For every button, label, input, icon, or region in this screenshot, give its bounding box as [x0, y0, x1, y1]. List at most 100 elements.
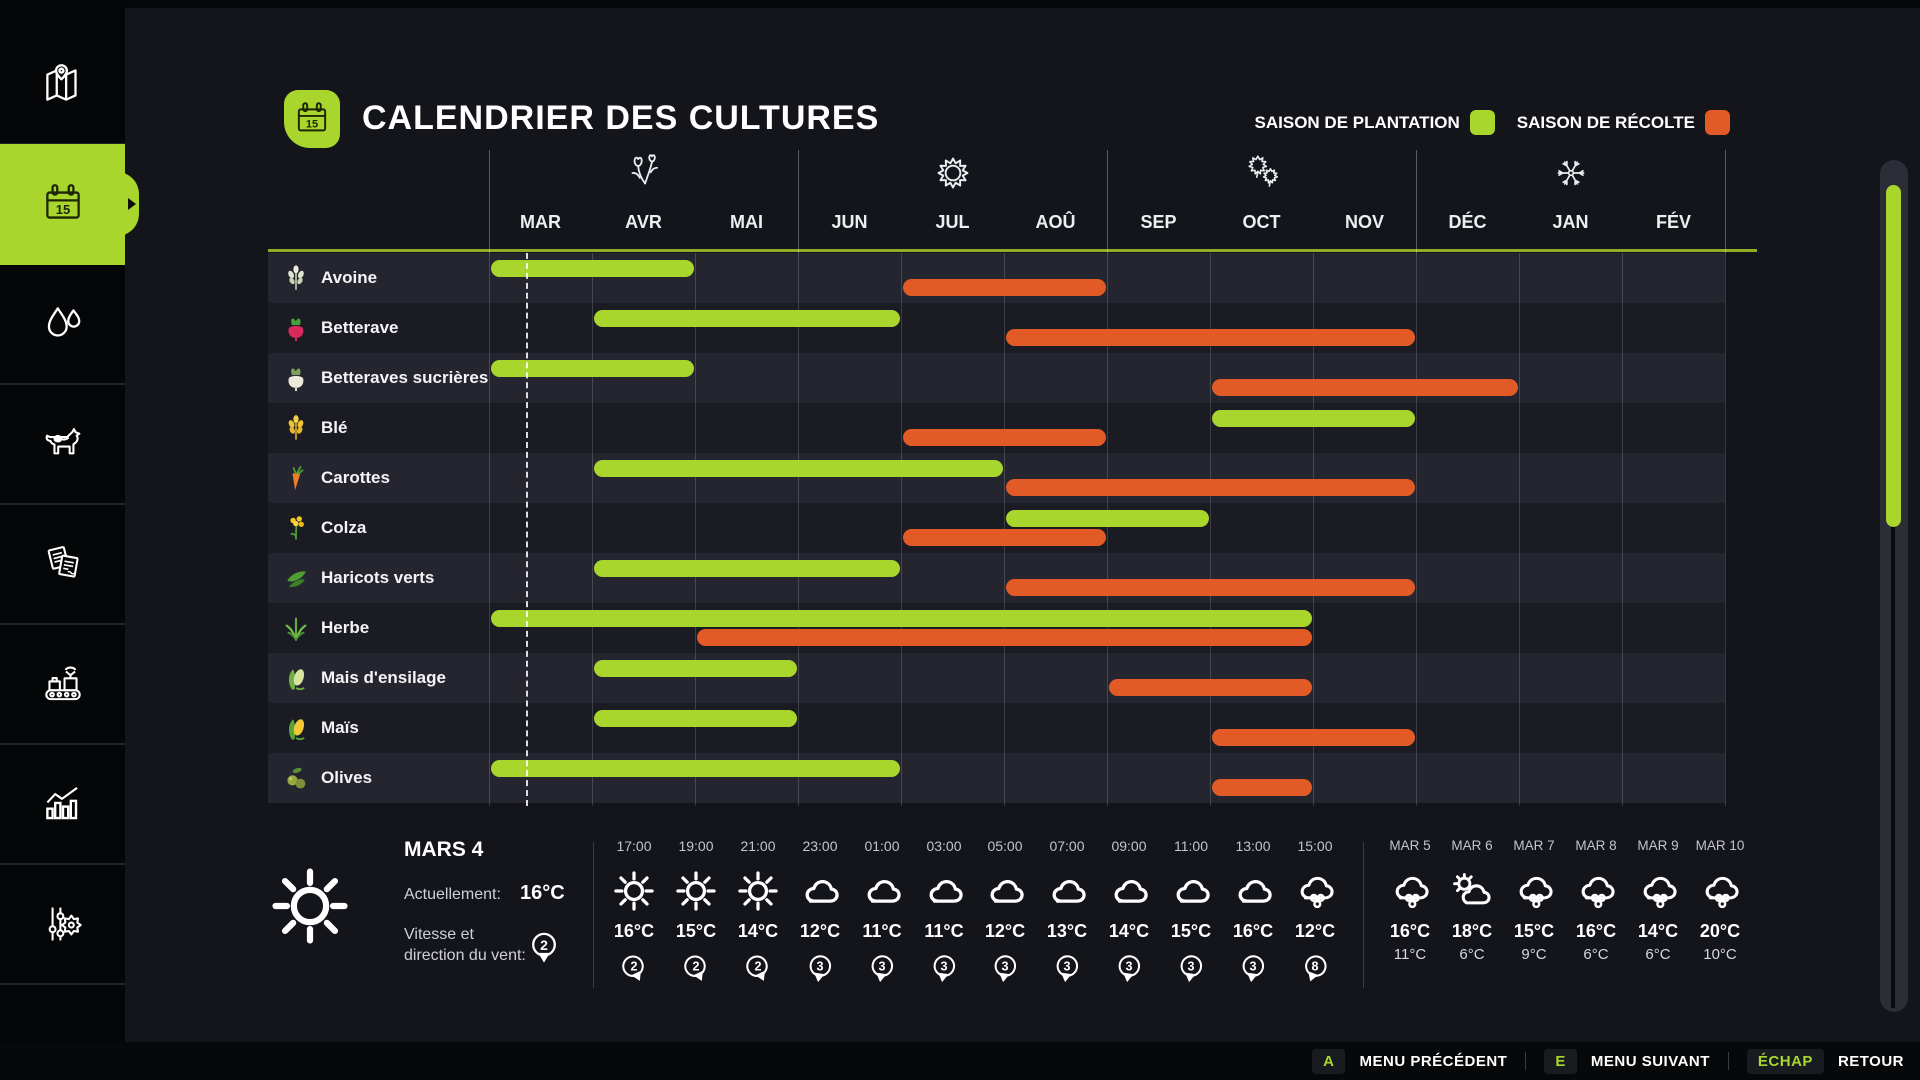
- hourly-forecast-item: 23:00 12°C 3: [790, 838, 850, 987]
- month-gridline: [901, 253, 902, 806]
- sidebar-item-settings[interactable]: [0, 864, 125, 985]
- grass-icon: [282, 614, 310, 642]
- hint-label[interactable]: RETOUR: [1837, 1052, 1904, 1070]
- partly-sunny-icon: [1449, 868, 1495, 914]
- crop-name: Betteraves sucrières: [321, 368, 489, 387]
- month-label-JUN: JUN: [831, 212, 868, 232]
- forecast-day: MAR 9: [1637, 838, 1679, 853]
- harvest-bar: [1211, 729, 1415, 746]
- forecast-temp: 12°C: [984, 921, 1026, 941]
- svg-text:3: 3: [1063, 960, 1070, 974]
- winter-snowflake-icon: [1550, 152, 1592, 194]
- svg-text:8: 8: [1311, 960, 1318, 974]
- key-hint-A[interactable]: A: [1312, 1048, 1346, 1074]
- svg-text:3: 3: [940, 960, 947, 974]
- forecast-time: 05:00: [987, 838, 1023, 854]
- daily-forecast-item: MAR 5 16°C 11°C: [1380, 838, 1440, 963]
- hourly-forecast-item: 07:00 13°C 3: [1037, 838, 1097, 987]
- svg-text:15: 15: [306, 118, 318, 130]
- wind-pin: 2: [740, 951, 776, 987]
- hint-label[interactable]: MENU SUIVANT: [1590, 1052, 1710, 1070]
- current-wind-pin: 2: [524, 928, 564, 968]
- forecast-time: 19:00: [678, 838, 714, 854]
- harvest-bar: [1211, 379, 1518, 396]
- documents-icon: [38, 539, 88, 589]
- month-gridline: [1210, 253, 1211, 806]
- sidebar-item-statistics[interactable]: [0, 744, 125, 865]
- harvest-bar: [902, 279, 1106, 296]
- key-hint-E[interactable]: E: [1544, 1048, 1577, 1074]
- key-hint-ÉCHAP[interactable]: ÉCHAP: [1746, 1048, 1824, 1074]
- month-label-AVR: AVR: [625, 212, 662, 232]
- forecast-time: 15:00: [1297, 838, 1333, 854]
- forecast-time: 01:00: [864, 838, 900, 854]
- sidebar-item-water-drops[interactable]: [0, 264, 125, 385]
- wind-label: Vitesse et direction du vent:: [404, 926, 526, 964]
- forecast-temp: 12°C: [799, 921, 841, 941]
- scrollbar-thumb[interactable]: [1886, 185, 1901, 527]
- crop-name: Mais d'ensilage: [321, 668, 446, 687]
- sidebar-item-cow[interactable]: [0, 384, 125, 505]
- hourly-forecast-item: 21:00 14°C 2: [728, 838, 788, 987]
- wind-pin: 3: [864, 951, 900, 987]
- forecast-high: 14°C: [1637, 921, 1679, 941]
- forecast-day: MAR 8: [1575, 838, 1617, 853]
- beetroot-icon: [282, 314, 310, 342]
- month-label-NOV: NOV: [1344, 212, 1384, 232]
- scrollbar-line: [1891, 420, 1895, 1008]
- sun-icon: [735, 868, 781, 914]
- daily-forecast-item: MAR 7 15°C 9°C: [1504, 838, 1564, 963]
- top-strip: [0, 0, 1920, 8]
- cloud-icon: [1044, 868, 1090, 914]
- forecast-low: 11°C: [1393, 946, 1427, 963]
- wind-pin: 3: [1173, 951, 1209, 987]
- hint-separator: [1525, 1052, 1527, 1070]
- sidebar-item-documents[interactable]: [0, 504, 125, 625]
- forecast-low: 6°C: [1583, 946, 1609, 963]
- rain-icon: [1292, 868, 1338, 914]
- water-drops-icon: [38, 299, 88, 349]
- canola-icon: [282, 514, 310, 542]
- map-icon: [38, 59, 88, 109]
- forecast-time: 09:00: [1111, 838, 1147, 854]
- planting-bar: [593, 660, 797, 677]
- month-label-AOÛ: AOÛ: [1035, 212, 1076, 232]
- cloud-icon: [1168, 868, 1214, 914]
- hint-label[interactable]: MENU PRÉCÉDENT: [1359, 1052, 1508, 1070]
- wind-pin: 3: [1111, 951, 1147, 987]
- crop-name: Betterave: [321, 318, 399, 337]
- daily-forecast-item: MAR 6 18°C 6°C: [1442, 838, 1502, 963]
- sidebar-item-production[interactable]: [0, 624, 125, 745]
- cloud-icon: [921, 868, 967, 914]
- forecast-temp: 16°C: [613, 921, 655, 941]
- planting-color-swatch: [1469, 110, 1495, 135]
- current-date-line: [526, 253, 528, 806]
- forecast-temp: 11°C: [862, 921, 902, 941]
- hourly-forecast-item: 15:00 12°C 8: [1285, 838, 1345, 987]
- calendar-header-rule: [268, 249, 1757, 252]
- harvest-bar: [1005, 479, 1415, 496]
- forecast-temp: 15°C: [675, 921, 717, 941]
- forecast-temp: 12°C: [1294, 921, 1336, 941]
- forecast-low: 6°C: [1645, 946, 1671, 963]
- weather-divider: [1363, 842, 1364, 988]
- cloud-icon: [1106, 868, 1152, 914]
- forecast-time: 21:00: [740, 838, 776, 854]
- svg-text:2: 2: [540, 937, 548, 953]
- svg-text:2: 2: [754, 960, 761, 974]
- sidebar-item-calendar[interactable]: 15: [0, 144, 139, 265]
- season-gridline: [489, 150, 490, 253]
- current-weather-sun-icon: [266, 862, 354, 950]
- hourly-forecast-item: 09:00 14°C 3: [1099, 838, 1159, 987]
- svg-text:2: 2: [692, 960, 699, 974]
- month-label-MAI: MAI: [730, 212, 763, 232]
- forecast-high: 18°C: [1451, 921, 1493, 941]
- forecast-high: 15°C: [1513, 921, 1555, 941]
- crop-row-8: Mais d'ensilage: [268, 653, 1725, 703]
- planting-bar: [593, 710, 797, 727]
- month-gridline: [489, 253, 490, 806]
- month-label-MAR: MAR: [520, 212, 561, 232]
- wind-pin: 3: [1235, 951, 1271, 987]
- sidebar-item-map[interactable]: [0, 24, 125, 145]
- forecast-low: 6°C: [1459, 946, 1485, 963]
